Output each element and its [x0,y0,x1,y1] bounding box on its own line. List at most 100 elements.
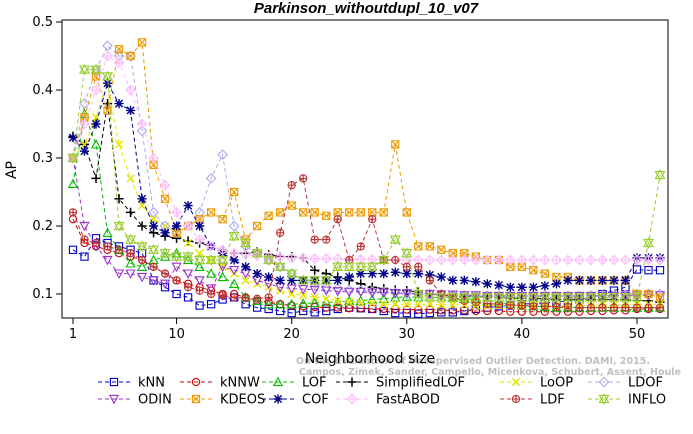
series-layer [67,38,666,318]
data-point [218,291,227,300]
data-point [309,274,321,287]
data-point [253,294,262,303]
data-point [171,233,182,243]
data-point [470,254,482,266]
data-point [310,208,319,217]
legend-item-odin: ODIN [98,393,172,408]
data-point [321,286,332,296]
series-line [72,218,660,313]
data-point [91,173,101,183]
legend-item-ldof: LDOF [588,376,663,391]
data-point [448,306,457,315]
data-point [205,268,217,278]
data-point [159,179,171,191]
data-point [391,304,400,314]
data-point [437,245,446,254]
data-point [460,306,469,315]
data-point [171,221,182,231]
data-point [447,254,459,266]
data-point [654,169,666,181]
data-point [401,247,413,259]
data-point [91,119,101,129]
data-point [297,252,309,264]
data-point [516,291,528,304]
plot-frame [61,19,669,319]
data-point [67,178,79,188]
data-point [148,207,159,218]
y-tick-label: 0.5 [32,15,53,30]
data-point [598,303,607,312]
series-line [72,41,661,298]
data-point [367,269,377,279]
data-point [126,249,135,258]
data-point [136,240,148,253]
data-point [183,238,193,248]
data-point [366,261,378,273]
data-point [654,254,666,266]
data-point [172,289,181,299]
data-point [287,181,296,190]
series-line [72,81,660,307]
data-point [114,140,124,149]
data-point [333,303,342,312]
data-point [136,272,148,283]
data-point [114,99,124,109]
data-point [470,291,482,304]
data-point [205,173,217,184]
data-point [390,289,401,299]
data-point [275,275,285,285]
data-point [90,84,102,96]
data-point [229,293,239,302]
data-point [251,247,263,259]
data-point [586,275,596,285]
data-point [481,291,493,304]
data-point [609,303,619,312]
y-tick-label: 0.2 [32,219,53,234]
data-point [125,207,136,217]
legend-item-kdeos: KDEOS [180,393,265,408]
data-point [378,293,389,303]
data-point [195,249,204,258]
data-point [368,299,377,308]
data-point [182,250,194,263]
data-point [195,286,204,295]
data-point [194,276,205,286]
data-point [574,254,585,266]
data-point [413,269,423,279]
data-point [424,291,436,304]
data-point [322,235,331,244]
data-point [205,241,217,252]
data-point [573,291,585,304]
data-point [585,254,597,266]
data-point [448,275,458,285]
data-point [609,275,619,285]
data-point [356,242,365,251]
data-point [149,262,158,271]
data-point [539,291,551,304]
legend-item-lof: LOF [262,376,327,391]
data-point [563,302,573,312]
legend-label: kNN [138,376,165,391]
data-point [68,208,78,217]
data-point [402,262,411,271]
data-point [160,228,170,238]
data-point [344,272,354,282]
data-point [79,146,90,156]
data-point [344,287,355,298]
data-point [114,45,124,54]
data-point [276,228,285,237]
data-point [529,302,538,311]
data-point [136,261,148,271]
data-point [125,105,136,115]
data-point [275,298,286,309]
data-point [241,293,250,303]
data-point [414,262,423,271]
data-point [113,220,125,232]
data-point [299,174,308,183]
data-point [655,303,665,312]
data-point [379,208,388,217]
data-point [171,207,182,218]
data-point [125,258,136,268]
data-point [137,221,147,231]
